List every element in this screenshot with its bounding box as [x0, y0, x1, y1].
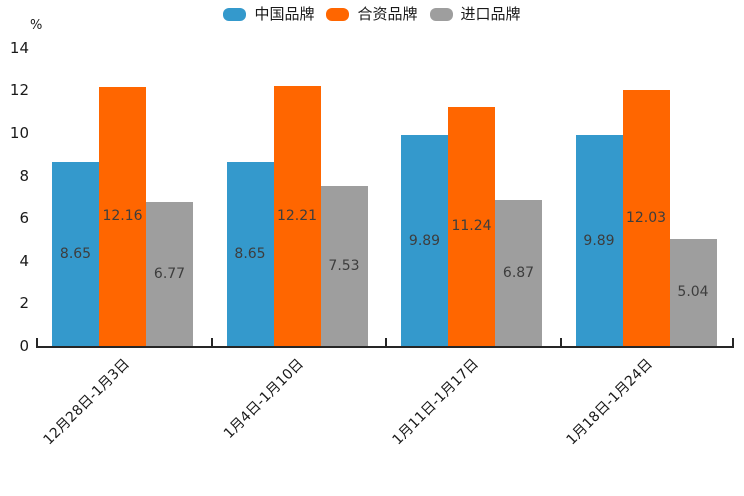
bar-合资品牌-3	[622, 89, 670, 346]
legend-swatch-icon	[429, 8, 453, 21]
y-tick-label: 14	[9, 38, 29, 57]
legend-swatch-icon	[326, 8, 350, 21]
y-tick-label: 10	[9, 124, 29, 142]
bar-进口品牌-3	[669, 238, 717, 346]
bar-中国品牌-1	[226, 161, 274, 346]
bar-进口品牌-1	[320, 185, 368, 346]
y-tick-label: 12	[9, 81, 29, 100]
legend-item-1: 合资品牌	[326, 5, 418, 23]
legend: 中国品牌 合资品牌 进口品牌	[0, 6, 744, 23]
legend-label: 中国品牌	[254, 5, 315, 23]
x-axis-tick	[385, 338, 387, 346]
legend-swatch-icon	[223, 8, 247, 21]
bar-进口品牌-2	[495, 199, 542, 346]
x-category-label: 12月28日-1月3日	[40, 356, 133, 449]
x-category-label: 1月18日-1月24日	[563, 356, 657, 449]
bar-中国品牌-2	[401, 135, 448, 346]
x-axis-line	[36, 346, 734, 348]
legend-label: 进口品牌	[460, 5, 521, 23]
x-axis-tick	[36, 338, 38, 346]
bar-value-label: 9.89	[583, 232, 615, 249]
bar-value-label: 8.65	[59, 245, 92, 262]
y-axis-unit-label: %	[30, 18, 43, 33]
bar-value-label: 6.77	[153, 265, 186, 282]
y-tick-label: 8	[19, 166, 29, 185]
bar-value-label: 8.65	[234, 245, 266, 262]
bar-中国品牌-3	[575, 135, 623, 346]
bar-value-label: 7.53	[328, 257, 360, 274]
bar-value-label: 11.24	[451, 218, 492, 235]
x-axis-tick	[559, 338, 562, 346]
legend-item-2: 进口品牌	[429, 5, 521, 23]
bar-value-label: 6.87	[502, 264, 535, 281]
bar-合资品牌-2	[448, 106, 495, 346]
legend-item-0: 中国品牌	[223, 6, 314, 23]
y-tick-label: 0	[19, 337, 29, 355]
legend-label: 合资品牌	[357, 5, 418, 23]
x-category-label: 1月4日-1月10日	[221, 356, 308, 442]
bar-value-label: 12.16	[102, 208, 143, 225]
y-tick-label: 4	[19, 251, 29, 270]
x-category-label: 1月11日-1月17日	[389, 356, 482, 449]
bar-合资品牌-1	[273, 85, 321, 346]
bar-合资品牌-0	[99, 86, 146, 346]
bar-value-label: 12.21	[276, 207, 318, 224]
bar-value-label: 9.89	[408, 232, 441, 249]
bar-value-label: 5.04	[677, 284, 709, 301]
bar-进口品牌-0	[146, 201, 193, 346]
x-axis-tick	[210, 338, 213, 346]
bar-value-label: 12.03	[625, 209, 667, 226]
x-axis-tick	[732, 338, 734, 346]
y-tick-label: 6	[19, 209, 29, 228]
bar-中国品牌-0	[52, 161, 99, 346]
y-tick-label: 2	[19, 294, 29, 313]
